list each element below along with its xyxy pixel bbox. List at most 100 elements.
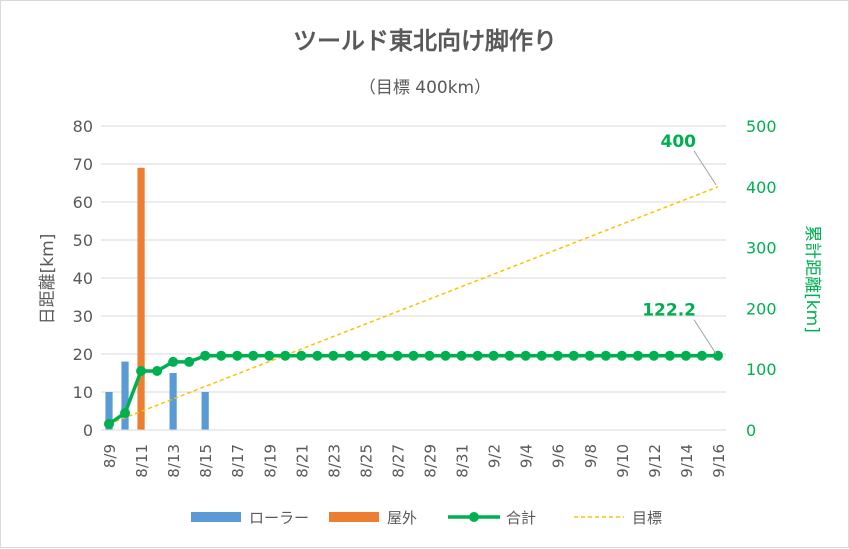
x-tick-label: 9/8: [582, 444, 600, 468]
total-point: [392, 350, 403, 361]
bar-ローラー: [169, 373, 177, 430]
total-point: [248, 350, 259, 361]
x-tick-label: 8/27: [389, 444, 407, 478]
total-point: [504, 350, 515, 361]
total-point: [520, 350, 531, 361]
legend: ローラー 屋外 合計 目標: [191, 509, 662, 527]
legend-label: 屋外: [387, 509, 417, 527]
annotation-leader: [693, 319, 717, 354]
total-point: [312, 350, 323, 361]
x-tick-label: 8/17: [229, 444, 247, 478]
annotation-label: 400: [660, 132, 696, 152]
total-point: [552, 350, 563, 361]
left-tick-label: 0: [83, 421, 93, 440]
x-tick-label: 8/19: [261, 444, 279, 478]
left-tick-label: 20: [73, 345, 93, 364]
y-axis-right-label: 累計距離[km]: [802, 225, 822, 333]
legend-marker: [469, 512, 479, 522]
legend-label: 目標: [632, 509, 662, 527]
right-tick-label: 100: [746, 360, 777, 379]
x-tick-label: 8/9: [101, 444, 119, 468]
x-tick-label: 8/13: [165, 444, 183, 478]
left-tick-label: 80: [73, 117, 93, 136]
total-point: [200, 350, 211, 361]
x-tick-label: 8/11: [133, 444, 151, 478]
left-tick-label: 30: [73, 307, 93, 326]
total-point: [232, 350, 243, 361]
x-tick-label: 8/29: [422, 444, 440, 478]
x-tick-label: 9/10: [614, 444, 632, 478]
chart-title: ツールド東北向け脚作り: [293, 27, 557, 55]
right-axis-ticks: 0 100 200 300 400 500: [746, 117, 777, 440]
x-tick-label: 9/12: [646, 444, 664, 478]
right-tick-label: 0: [746, 421, 756, 440]
total-point: [120, 407, 131, 418]
total-point: [584, 350, 595, 361]
x-tick-label: 9/16: [710, 444, 728, 478]
total-point: [440, 350, 451, 361]
total-point: [680, 350, 691, 361]
x-tick-label: 9/6: [550, 444, 568, 468]
bar-屋外: [137, 167, 145, 431]
left-tick-label: 50: [73, 231, 93, 250]
total-point: [600, 350, 611, 361]
left-tick-label: 70: [73, 155, 93, 174]
total-point: [296, 350, 307, 361]
right-tick-label: 300: [746, 239, 777, 258]
total-point: [280, 350, 291, 361]
legend-label: 合計: [506, 509, 536, 527]
total-point: [568, 350, 579, 361]
right-tick-label: 200: [746, 299, 777, 318]
bar-ローラー: [105, 392, 113, 430]
bar-ローラー: [121, 361, 129, 430]
total-point: [456, 350, 467, 361]
x-tick-label: 9/2: [486, 444, 504, 468]
total-point: [104, 418, 115, 429]
line-series: [104, 186, 723, 429]
legend-label: ローラー: [249, 509, 309, 527]
total-point: [184, 356, 195, 367]
left-tick-label: 40: [73, 269, 93, 288]
total-point: [344, 350, 355, 361]
total-point: [488, 350, 499, 361]
total-point: [360, 350, 371, 361]
x-tick-label: 8/25: [357, 444, 375, 478]
left-tick-label: 10: [73, 383, 93, 402]
x-tick-label: 8/31: [454, 444, 472, 478]
right-tick-label: 500: [746, 117, 777, 136]
left-tick-label: 60: [73, 193, 93, 212]
total-point: [424, 350, 435, 361]
x-axis-ticks: 8/9 8/11 8/13 8/15 8/17 8/19 8/21 8/23 8/25 8/27 8…: [101, 444, 728, 478]
total-point: [696, 350, 707, 361]
total-point: [328, 350, 339, 361]
total-point: [648, 350, 659, 361]
total-point: [472, 350, 483, 361]
bar-ローラー: [201, 392, 209, 430]
total-point: [408, 350, 419, 361]
total-point: [616, 350, 627, 361]
total-point: [152, 366, 163, 377]
total-point: [264, 350, 275, 361]
x-tick-label: 9/4: [518, 444, 536, 468]
right-tick-label: 400: [746, 178, 777, 197]
total-point: [136, 366, 147, 377]
legend-swatch: [329, 512, 379, 522]
bar-series: [105, 167, 209, 431]
x-tick-label: 8/23: [325, 444, 343, 478]
total-point: [632, 350, 643, 361]
total-point: [216, 350, 227, 361]
x-tick-label: 8/15: [197, 444, 215, 478]
x-tick-label: 9/14: [678, 444, 696, 478]
y-axis-left-label: 日距離[km]: [38, 234, 58, 325]
annotation-leader: [693, 150, 717, 186]
annotations: 400 122.2: [642, 132, 717, 354]
total-point: [168, 356, 179, 367]
chart-subtitle: （目標 400km）: [359, 78, 491, 98]
legend-swatch: [191, 512, 241, 522]
annotation-label: 122.2: [642, 301, 696, 321]
total-line: [108, 353, 718, 426]
total-point: [536, 350, 547, 361]
target-line: [108, 186, 719, 425]
